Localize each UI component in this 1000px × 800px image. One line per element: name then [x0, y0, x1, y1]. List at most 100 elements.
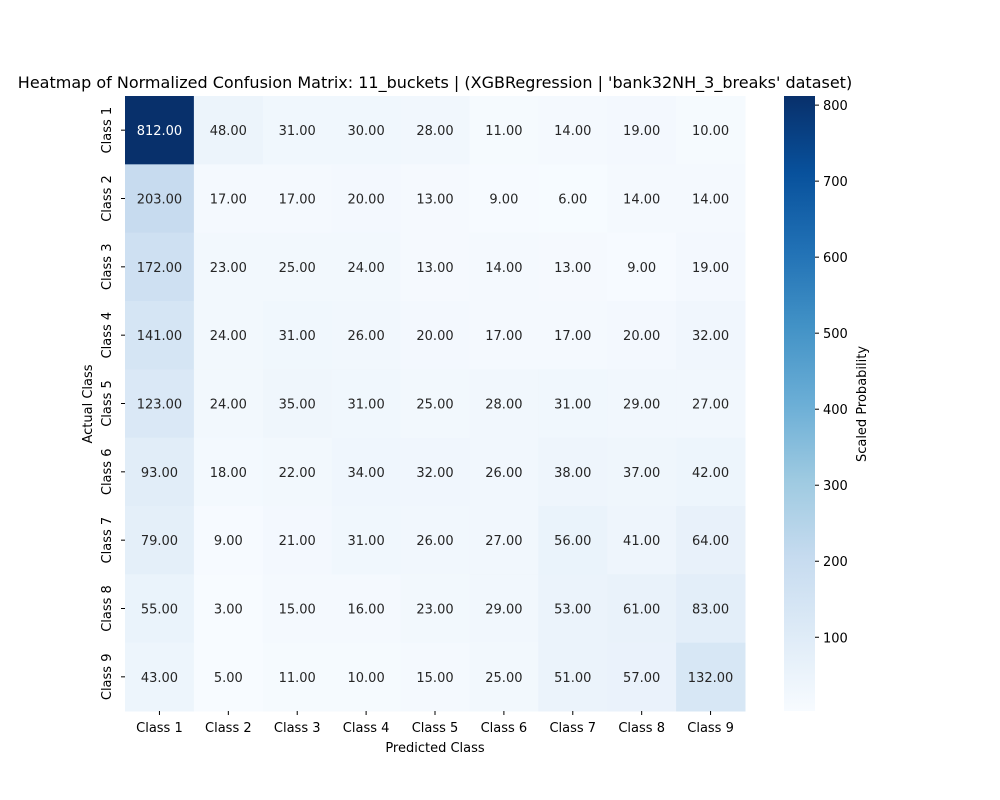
cell-value-label: 31.00 — [348, 398, 385, 413]
y-tick-label: Class 3 — [100, 244, 115, 291]
cell-value-label: 51.00 — [554, 671, 591, 686]
colorbar-tick-label: 200 — [823, 555, 848, 570]
cell-value-label: 14.00 — [692, 193, 729, 208]
heatmap-cell — [331, 437, 402, 507]
heatmap-cell — [607, 506, 677, 575]
heatmap-cell — [262, 96, 333, 165]
colorbar — [784, 96, 815, 711]
cell-value-label: 57.00 — [623, 671, 660, 686]
heatmap-cell — [538, 96, 608, 165]
x-tick-label: Class 4 — [343, 721, 390, 736]
heatmap-cell — [607, 574, 677, 644]
cell-value-label: 141.00 — [137, 329, 183, 344]
y-tick-label: Class 2 — [100, 175, 115, 222]
heatmap-cell — [607, 369, 677, 439]
cell-value-label: 17.00 — [210, 193, 247, 208]
heatmap-cell — [469, 506, 539, 575]
cell-value-label: 48.00 — [210, 124, 247, 139]
heatmap-cell — [676, 164, 746, 234]
colorbar-tick-label: 700 — [823, 175, 848, 190]
heatmap-cells: 812.00 48.00 31.00 30.00 28.00 11.00 14.00 19.0… — [125, 96, 746, 712]
x-tick-label: Class 9 — [687, 721, 734, 736]
heatmap-cell — [193, 232, 264, 302]
heatmap-cell — [193, 164, 264, 234]
cell-value-label: 26.00 — [416, 534, 453, 549]
cell-value-label: 20.00 — [348, 193, 385, 208]
cell-value-label: 15.00 — [279, 603, 316, 618]
cell-value-label: 13.00 — [416, 261, 453, 276]
cell-value-label: 16.00 — [348, 603, 385, 618]
heatmap-cell — [193, 574, 264, 644]
cell-value-label: 23.00 — [210, 261, 247, 276]
heatmap-cell — [538, 437, 608, 507]
heatmap-cell — [125, 232, 195, 302]
x-tick-label: Class 7 — [549, 721, 596, 736]
heatmap-cell — [400, 369, 470, 439]
heatmap-cell — [331, 369, 402, 439]
cell-value-label: 14.00 — [623, 193, 660, 208]
heatmap-cell — [262, 642, 333, 712]
cell-value-label: 17.00 — [485, 329, 522, 344]
heatmap-cell — [676, 301, 746, 370]
x-tick-label: Class 5 — [412, 721, 459, 736]
cell-value-label: 24.00 — [348, 261, 385, 276]
heatmap-cell — [469, 96, 539, 165]
cell-value-label: 132.00 — [688, 671, 734, 686]
heatmap-cell — [469, 437, 539, 507]
cell-value-label: 10.00 — [692, 124, 729, 139]
cell-value-label: 13.00 — [416, 193, 453, 208]
heatmap-cell — [193, 506, 264, 575]
cell-value-label: 55.00 — [141, 603, 178, 618]
heatmap-cell — [331, 301, 402, 370]
cell-value-label: 3.00 — [214, 603, 243, 618]
heatmap-cell — [538, 642, 608, 712]
heatmap-cell — [607, 642, 677, 712]
heatmap-cell — [262, 437, 333, 507]
x-axis-label: Predicted Class — [385, 741, 485, 756]
heatmap-cell — [400, 96, 470, 165]
x-tick-label: Class 3 — [274, 721, 321, 736]
heatmap-cell — [125, 369, 195, 439]
y-axis-label: Actual Class — [81, 364, 96, 443]
colorbar-tick-label: 500 — [823, 327, 848, 342]
cell-value-label: 27.00 — [692, 398, 729, 413]
heatmap-cell — [400, 642, 470, 712]
heatmap-cell — [125, 164, 195, 234]
chart-title: Heatmap of Normalized Confusion Matrix: … — [18, 73, 852, 93]
heatmap-cell — [331, 164, 402, 234]
heatmap-cell — [676, 574, 746, 644]
cell-value-label: 11.00 — [485, 124, 522, 139]
y-tick-label: Class 4 — [100, 312, 115, 359]
heatmap-cell — [262, 232, 333, 302]
cell-value-label: 11.00 — [279, 671, 316, 686]
y-tick-label: Class 5 — [100, 380, 115, 427]
cell-value-label: 32.00 — [416, 466, 453, 481]
cell-value-label: 20.00 — [623, 329, 660, 344]
heatmap-cell — [676, 437, 746, 507]
colorbar-tick-label: 600 — [823, 251, 848, 266]
heatmap-cell — [262, 369, 333, 439]
colorbar-tick-label: 800 — [823, 99, 848, 114]
cell-value-label: 24.00 — [210, 329, 247, 344]
heatmap-cell — [538, 301, 608, 370]
heatmap-cell — [125, 642, 195, 712]
cell-value-label: 14.00 — [554, 124, 591, 139]
heatmap-cell — [193, 96, 264, 165]
cell-value-label: 28.00 — [485, 398, 522, 413]
cell-value-label: 5.00 — [214, 671, 243, 686]
cell-value-label: 26.00 — [348, 329, 385, 344]
heatmap-cell — [676, 96, 746, 165]
heatmap-cell — [331, 96, 402, 165]
cell-value-label: 35.00 — [279, 398, 316, 413]
y-tick-label: Class 6 — [100, 449, 115, 496]
cell-value-label: 42.00 — [692, 466, 729, 481]
cell-value-label: 27.00 — [485, 534, 522, 549]
cell-value-label: 23.00 — [416, 603, 453, 618]
cell-value-label: 172.00 — [137, 261, 183, 276]
x-tick-label: Class 8 — [618, 721, 665, 736]
colorbar-ticks: 100 200 300 400 500 600 700 800 — [815, 99, 848, 646]
cell-value-label: 13.00 — [554, 261, 591, 276]
heatmap-cell — [193, 642, 264, 712]
heatmap-cell — [193, 301, 264, 370]
y-tick-label: Class 1 — [100, 107, 115, 154]
